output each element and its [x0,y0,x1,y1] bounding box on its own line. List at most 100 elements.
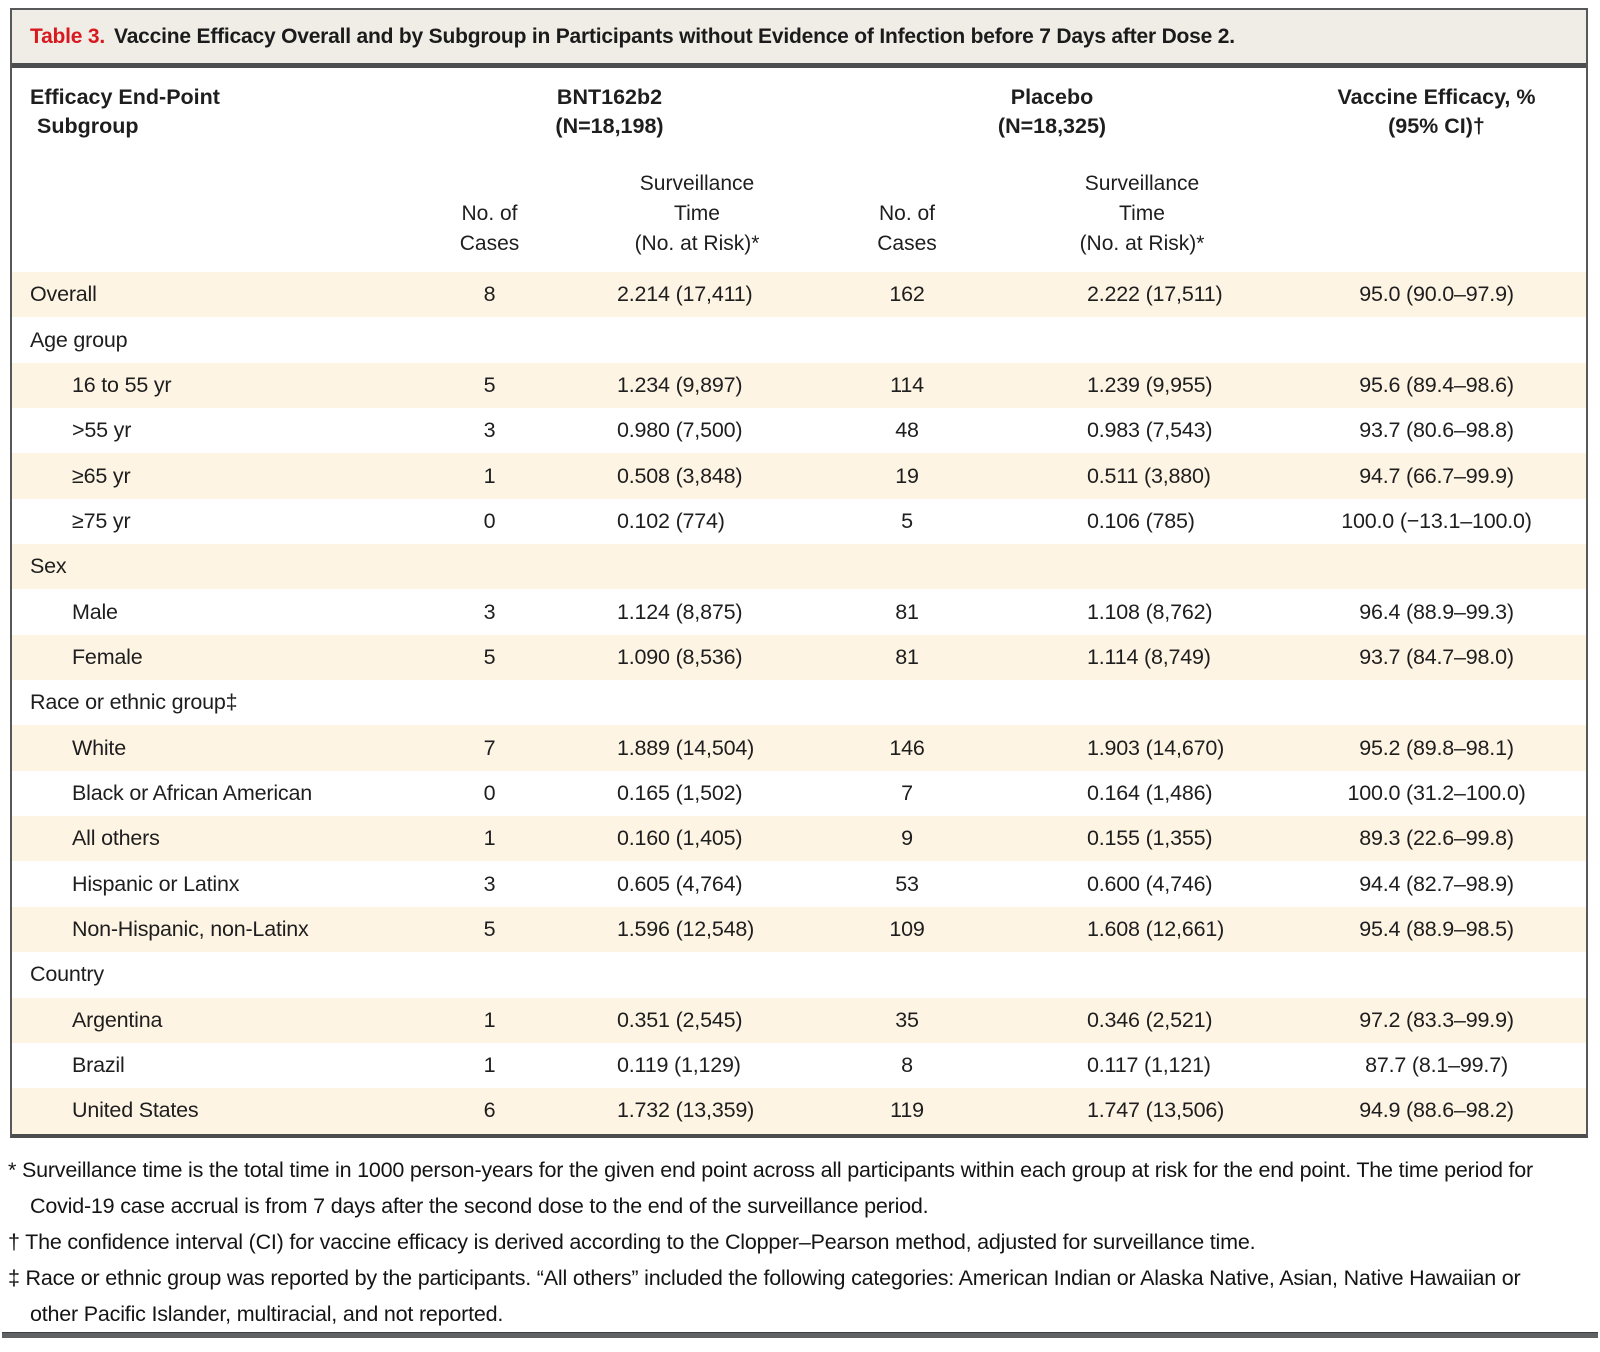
placebo-surveillance-cell: 1.114 (8,749) [1087,644,1211,669]
table-row: Non-Hispanic, non-Latinx 5 1.596 (12,548) 1… [12,906,1586,953]
subgroup-label-cell: ≥75 yr [72,508,131,533]
bnt-cases-cell: 1 [483,463,496,488]
placebo-surveillance-cell: 1.903 (14,670) [1087,735,1225,760]
table-row: Brazil 1 0.119 (1,129) 8 0.117 (1,121) 87.7 (… [12,1043,1586,1088]
efficacy-cell: 93.7 (80.6–98.8) [1359,418,1514,443]
subgroup-label-cell: 16 to 55 yr [72,372,172,397]
bnt-surveillance-cell: 0.119 (1,129) [617,1053,741,1078]
placebo-surveillance-cell: 1.608 (12,661) [1087,916,1225,941]
placebo-surveillance-cell: 1.239 (9,955) [1087,372,1213,397]
efficacy-cell: 94.4 (82.7–98.9) [1359,871,1514,896]
efficacy-cell: 87.7 (8.1–99.7) [1365,1053,1508,1078]
subgroup-label-cell: Sex [30,554,67,579]
subheader-bnt-cases: No. of Cases [459,202,520,255]
efficacy-cell: 100.0 (31.2–100.0) [1347,780,1526,805]
bnt-cases-cell: 6 [483,1098,496,1123]
subheader-bnt-surveillance: Surveillance Time (No. at Risk)* [634,172,760,255]
placebo-surveillance-cell: 0.346 (2,521) [1087,1007,1213,1032]
footnote-marker: † [8,1230,20,1254]
placebo-surveillance-cell: 0.983 (7,543) [1087,418,1213,443]
placebo-cases-cell: 7 [901,780,913,805]
table-row: White 7 1.889 (14,504) 146 1.903 (14,670) 95.… [12,725,1586,771]
bnt-cases-cell: 0 [483,780,496,805]
subgroup-label-cell: All others [72,826,160,851]
efficacy-cell: 95.2 (89.8–98.1) [1359,735,1514,760]
bnt-surveillance-cell: 0.160 (1,405) [617,826,743,851]
placebo-surveillance-cell: 0.511 (3,880) [1087,463,1211,488]
placebo-cases-cell: 53 [895,871,919,896]
column-header-bnt162b2: BNT162b2 (N=18,198) [555,85,664,138]
bnt-cases-cell: 5 [483,916,496,941]
column-header-row: Efficacy End-Point Subgroup BNT162b2 (N=… [12,68,1586,168]
bnt-surveillance-cell: 0.351 (2,545) [617,1007,743,1032]
table-number-label: Table 3. [30,24,106,48]
section-header-row: Age group [12,317,1586,362]
bnt-cases-cell: 3 [483,871,496,896]
placebo-surveillance-cell: 0.164 (1,486) [1087,780,1213,805]
bnt-surveillance-cell: 1.234 (9,897) [617,372,743,397]
placebo-surveillance-cell: 1.108 (8,762) [1087,599,1213,624]
placebo-cases-cell: 8 [901,1053,913,1078]
bnt-cases-cell: 1 [483,1007,496,1032]
bnt-cases-cell: 5 [483,372,496,397]
subgroup-label-cell: Argentina [72,1007,163,1032]
footnote-confidence-interval: † The confidence interval (CI) for vacci… [8,1230,1256,1254]
table-row: Hispanic or Latinx 3 0.605 (4,764) 53 0.600 … [12,861,1586,906]
bnt-cases-cell: 3 [483,418,496,443]
efficacy-cell: 97.2 (83.3–99.9) [1359,1007,1514,1032]
bnt-surveillance-cell: 1.090 (8,536) [617,644,743,669]
table-row: Argentina 1 0.351 (2,545) 35 0.346 (2,521) 97… [12,997,1586,1043]
subgroup-label-cell: United States [72,1098,199,1123]
placebo-cases-cell: 9 [901,826,913,851]
placebo-cases-cell: 48 [895,418,919,443]
efficacy-cell: 96.4 (88.9–99.3) [1359,599,1514,624]
column-header-vaccine-efficacy: Vaccine Efficacy, % (95% CI)† [1337,85,1536,138]
subgroup-label-cell: Female [72,644,143,669]
efficacy-cell: 89.3 (22.6–99.8) [1359,826,1514,851]
placebo-surveillance-cell: 0.106 (785) [1087,508,1195,533]
table-row: 16 to 55 yr 5 1.234 (9,897) 114 1.239 (9,955… [12,362,1586,409]
subgroup-label-cell: ≥65 yr [72,463,131,488]
efficacy-cell: 95.6 (89.4–98.6) [1359,372,1514,397]
footnote-marker: ‡ [8,1266,20,1290]
footnotes: * Surveillance time is the total time in… [8,1152,1568,1332]
bnt-cases-cell: 3 [483,599,496,624]
bottom-rule [2,1332,1598,1338]
placebo-cases-cell: 35 [895,1007,919,1032]
bnt-cases-cell: 7 [483,735,496,760]
subgroup-label-cell: Non-Hispanic, non-Latinx [72,916,309,941]
efficacy-cell: 94.9 (88.6–98.2) [1359,1098,1514,1123]
placebo-cases-cell: 114 [890,372,924,397]
placebo-cases-cell: 19 [895,463,919,488]
subgroup-label-cell: White [72,735,126,760]
column-header-subgroup: Efficacy End-Point Subgroup [30,85,220,138]
subgroup-label-cell: Hispanic or Latinx [72,871,240,896]
bnt-surveillance-cell: 0.165 (1,502) [617,780,743,805]
table-row: ≥65 yr 1 0.508 (3,848) 19 0.511 (3,880) 94.7 … [12,453,1586,499]
footnote-surveillance-time: * Surveillance time is the total time in… [8,1158,1533,1218]
section-header-row: Sex [12,544,1586,590]
bnt-surveillance-cell: 0.102 (774) [617,508,725,533]
placebo-surveillance-cell: 0.600 (4,746) [1087,871,1213,896]
table-title: Vaccine Efficacy Overall and by Subgroup… [114,24,1235,48]
footnote-marker: * [8,1158,17,1182]
subheader-placebo-cases: No. of Cases [877,202,937,255]
efficacy-cell: 95.0 (90.0–97.9) [1359,282,1514,307]
bnt-surveillance-cell: 2.214 (17,411) [617,282,753,307]
efficacy-cell: 100.0 (−13.1–100.0) [1341,508,1532,533]
placebo-cases-cell: 119 [890,1098,924,1123]
subgroup-label-cell: Overall [30,282,97,307]
table-row: Overall 8 2.214 (17,411) 162 2.222 (17,511) 9… [12,272,1586,318]
placebo-cases-cell: 81 [895,644,919,669]
bnt-cases-cell: 1 [483,826,496,851]
bnt-cases-cell: 1 [483,1053,496,1078]
subgroup-label-cell: Brazil [72,1053,125,1078]
placebo-cases-cell: 146 [889,735,925,760]
efficacy-cell: 93.7 (84.7–98.0) [1359,644,1514,669]
bnt-surveillance-cell: 1.889 (14,504) [617,735,755,760]
subgroup-label-cell: Country [30,962,104,987]
placebo-cases-cell: 162 [889,282,925,307]
table-row: Female 5 1.090 (8,536) 81 1.114 (8,749) 93.7 … [12,634,1586,681]
subheader-placebo-surveillance: Surveillance Time (No. at Risk)* [1079,172,1205,255]
